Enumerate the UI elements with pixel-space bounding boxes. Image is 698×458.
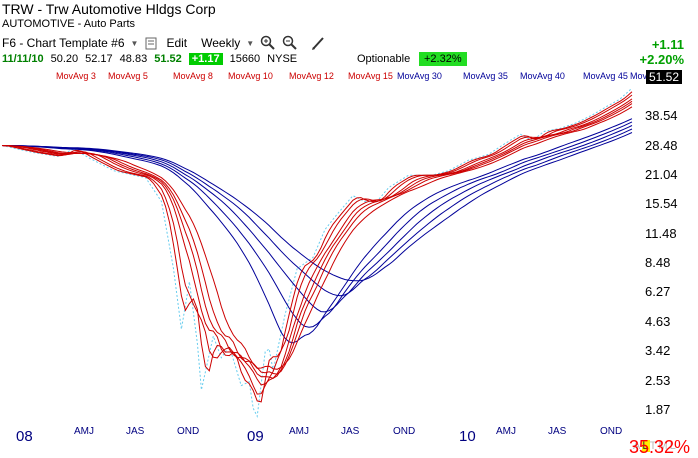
zoom-out-icon[interactable]	[282, 35, 298, 51]
legend-item: MovAvg 5	[108, 71, 148, 81]
legend-item: MovAvg 3	[56, 71, 96, 81]
legend-item: MovAvg 40	[520, 71, 565, 81]
mode-letter[interactable]: A	[633, 440, 643, 452]
x-tick-label: AMJ	[496, 426, 516, 437]
legend-item: MovAvg 10	[228, 71, 273, 81]
quote-high: 52.17	[85, 53, 113, 65]
right-pct: +2.20%	[639, 52, 684, 67]
mode-letter[interactable]: L	[642, 440, 650, 452]
legend-item: MovAvg 15	[348, 71, 393, 81]
ma-series-line	[1, 91, 633, 403]
optionable-pct-badge: +2.32%	[419, 52, 467, 66]
period-change-pct: 35.32%	[629, 437, 691, 457]
y-tick-label: 1.87	[645, 402, 671, 417]
x-tick-label: JAS	[548, 426, 567, 437]
y-tick-label: 3.42	[645, 343, 671, 358]
ma-series-line	[1, 132, 633, 282]
y-tick-label: 2.53	[645, 373, 671, 388]
y-tick-label: 4.63	[645, 314, 671, 329]
chart-header: TRW - Trw Automotive Hldgs Corp AUTOMOTI…	[0, 0, 698, 70]
x-tick-label: OND	[393, 426, 416, 437]
template-selector[interactable]: F6 - Chart Template #6	[2, 36, 125, 50]
legend-item: MovAvg 35	[463, 71, 508, 81]
ma-series-line	[1, 98, 633, 386]
y-tick-label: 38.54	[645, 108, 678, 123]
x-tick-label: 09	[247, 428, 264, 445]
ma-series-line	[1, 103, 633, 375]
x-tick-label: OND	[177, 426, 200, 437]
optionable-label: Optionable	[357, 53, 411, 65]
x-tick-label: 08	[16, 428, 33, 445]
quote-last: 51.52	[154, 53, 182, 65]
x-tick-label: 10	[459, 428, 476, 445]
y-tick-label: 15.54	[645, 196, 678, 211]
x-tick-label: JAS	[341, 426, 360, 437]
x-tick-label: AMJ	[74, 426, 94, 437]
symbol-title: TRW - Trw Automotive Hldgs Corp	[2, 1, 216, 17]
mode-letter[interactable]: M	[658, 440, 670, 452]
ma-series-line	[1, 100, 633, 379]
y-tick-label: 21.04	[645, 167, 678, 182]
legend-item: MovAvg 30	[397, 71, 442, 81]
y-tick-label: 11.48	[645, 226, 677, 241]
ma-series-line	[1, 121, 633, 328]
legend-item: MovAvg 12	[289, 71, 334, 81]
chevron-down-icon[interactable]: ▼	[246, 38, 255, 48]
toolbar: F6 - Chart Template #6 ▼ Edit Weekly ▼	[2, 35, 326, 51]
ma-series-line	[1, 128, 633, 297]
price-line	[1, 87, 633, 419]
quote-open: 50.20	[50, 53, 79, 65]
legend-item: MovAvg 8	[173, 71, 213, 81]
ma-series-line	[1, 106, 633, 370]
legend-item: Mov	[630, 71, 648, 81]
quote-change-badge: +1.17	[188, 53, 223, 65]
y-tick-label: 8.48	[645, 255, 671, 270]
quote-row: 11/11/10 50.20 52.17 48.83 51.52 +1.17 1…	[2, 53, 304, 65]
chevron-down-icon[interactable]: ▼	[130, 38, 139, 48]
last-price-tag: 51.52	[646, 70, 683, 84]
period-selector[interactable]: Weekly	[201, 36, 241, 50]
zoom-in-icon[interactable]	[260, 35, 276, 51]
quote-volume: 15660	[229, 53, 261, 65]
sector-label: AUTOMOTIVE - Auto Parts	[2, 18, 136, 30]
x-tick-label: AMJ	[289, 426, 309, 437]
quote-low: 48.83	[119, 53, 148, 65]
quote-date: 11/11/10	[2, 53, 44, 65]
x-tick-label: OND	[600, 426, 623, 437]
quote-exchange: NYSE	[267, 53, 298, 65]
ma-series-line	[1, 118, 633, 344]
right-change: +1.11	[651, 37, 684, 52]
pencil-icon[interactable]	[310, 35, 326, 51]
mode-letter[interactable]: T	[649, 440, 659, 452]
ma-series-line	[1, 125, 633, 313]
edit-icon[interactable]	[144, 35, 160, 51]
x-tick-label: JAS	[126, 426, 145, 437]
edit-button[interactable]: Edit	[166, 36, 188, 50]
chart-mode-letters[interactable]: ALTML	[633, 440, 678, 452]
y-tick-label: 6.27	[645, 284, 671, 299]
legend-item: MovAvg 45	[583, 71, 628, 81]
y-tick-label: 28.48	[645, 138, 678, 153]
mode-letter[interactable]: L	[669, 440, 678, 452]
ma-series-line	[1, 94, 633, 395]
